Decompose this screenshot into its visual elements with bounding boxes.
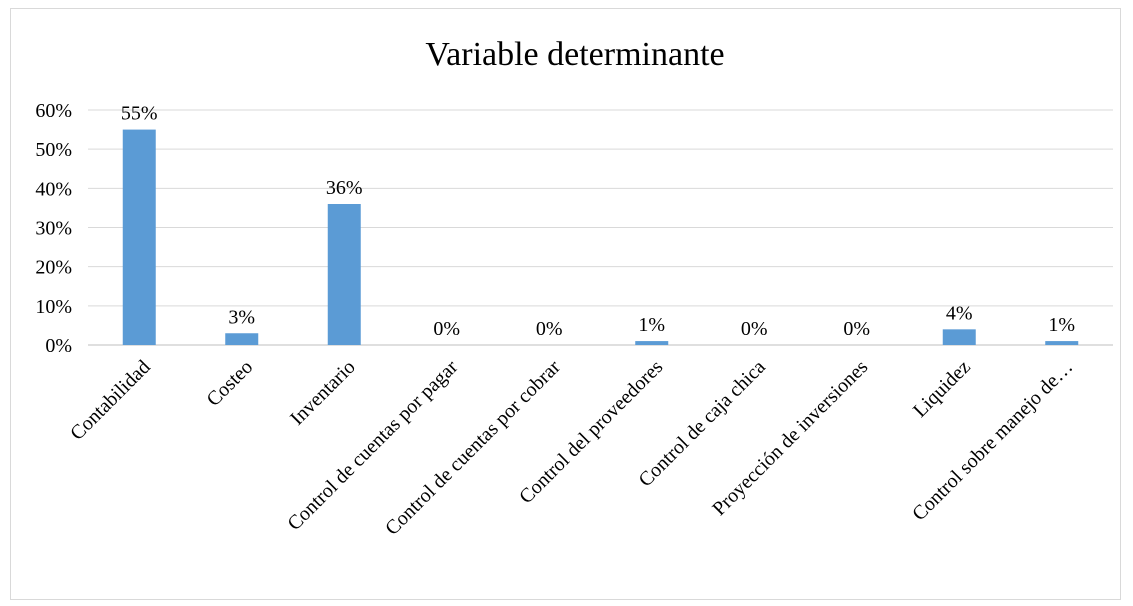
data-label: 1%: [1048, 314, 1075, 336]
x-tick-label: Inventario: [286, 356, 360, 430]
x-tick-label: Liquidez: [909, 356, 975, 422]
data-label: 0%: [843, 318, 870, 340]
data-label: 36%: [326, 177, 363, 199]
bar: [635, 341, 669, 345]
data-label: 1%: [638, 314, 665, 336]
y-tick-label: 30%: [35, 218, 72, 240]
data-label: 0%: [433, 318, 460, 340]
y-tick-label: 10%: [35, 296, 72, 318]
y-tick-label: 40%: [35, 178, 72, 200]
bar: [225, 333, 259, 345]
x-tick-label: Contabilidad: [66, 356, 155, 445]
data-label: 55%: [121, 103, 158, 125]
bar: [327, 204, 361, 345]
bar: [122, 129, 156, 345]
x-tick-label: Control de cuentas por pagar: [283, 356, 462, 535]
bar: [942, 329, 976, 345]
y-tick-label: 50%: [35, 139, 72, 161]
data-label: 3%: [228, 306, 255, 328]
y-tick-label: 0%: [45, 335, 72, 357]
data-label: 0%: [741, 318, 768, 340]
y-tick-label: 20%: [35, 257, 72, 279]
data-label: 4%: [946, 302, 973, 324]
chart-frame: [10, 8, 1121, 600]
chart-title: Variable determinante: [425, 36, 724, 73]
y-tick-label: 60%: [35, 100, 72, 122]
x-tick-label: Costeo: [202, 356, 257, 411]
x-tick-label: Control de cuentas por cobrar: [381, 356, 565, 540]
data-label: 0%: [536, 318, 563, 340]
bar: [1045, 341, 1079, 345]
